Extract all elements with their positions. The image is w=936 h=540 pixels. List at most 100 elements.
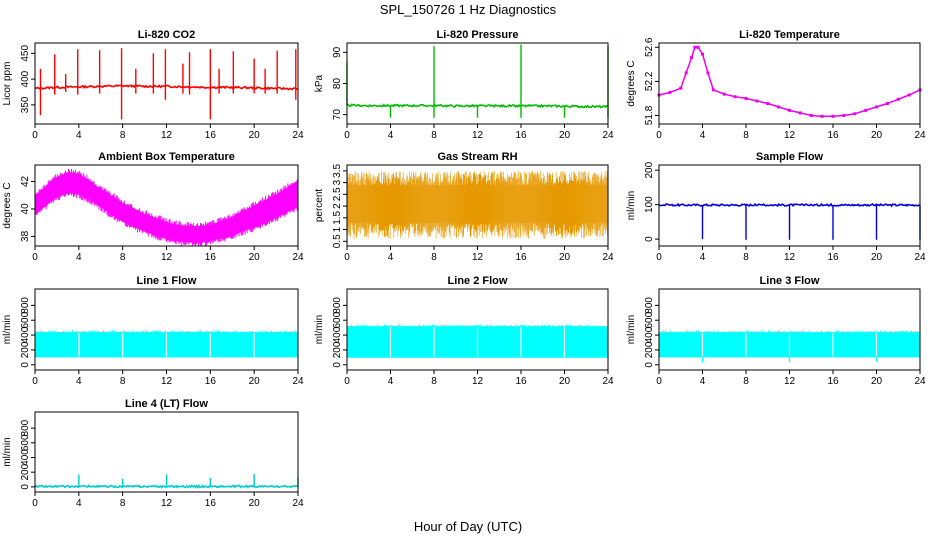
y-tick-label: 3 bbox=[332, 179, 343, 185]
x-tick-label: 20 bbox=[249, 252, 261, 263]
data-point bbox=[755, 99, 759, 103]
y-tick-label: 51.8 bbox=[644, 105, 655, 125]
plot-frame bbox=[346, 288, 609, 371]
y-tick-label: 80 bbox=[332, 78, 343, 90]
x-tick-label: 0 bbox=[32, 376, 38, 387]
x-tick-label: 24 bbox=[914, 376, 926, 387]
plot-frame bbox=[346, 164, 609, 247]
x-tick-label: 20 bbox=[559, 252, 571, 263]
x-tick-label: 20 bbox=[249, 130, 261, 141]
x-tick-label: 24 bbox=[292, 498, 304, 509]
x-tick-label: 12 bbox=[161, 376, 173, 387]
x-tick-label: 8 bbox=[120, 376, 126, 387]
plot-frame bbox=[658, 164, 921, 247]
data-point bbox=[766, 102, 770, 106]
x-tick-label: 12 bbox=[161, 252, 173, 263]
panel-sample_flow: Sample Flow ml/min 0 4 8 12 16 20 24 0 100 200 bbox=[626, 151, 926, 263]
panel-title: Gas Stream RH bbox=[437, 151, 517, 163]
data-point bbox=[696, 45, 700, 49]
panel-rh: Gas Stream RH percent 0 4 8 12 16 20 24 0.5 1 1.52 2… bbox=[314, 151, 614, 263]
y-tick-label: 600 bbox=[332, 311, 343, 328]
y-tick-label: 100 bbox=[644, 196, 655, 213]
data-point bbox=[744, 96, 748, 100]
x-tick-label: 8 bbox=[431, 252, 437, 263]
y-tick-label: 400 bbox=[20, 326, 31, 343]
plot-frame bbox=[34, 164, 299, 247]
y-tick-label: 2.5 bbox=[332, 187, 343, 201]
x-tick-label: 24 bbox=[292, 252, 304, 263]
y-tick-label: 42 bbox=[20, 175, 31, 187]
y-axis-label: ml/min bbox=[626, 191, 637, 220]
y-tick-label: 200 bbox=[20, 463, 31, 480]
panel-title: Line 4 (LT) Flow bbox=[125, 398, 208, 410]
data-point bbox=[693, 45, 697, 49]
y-tick-label: 200 bbox=[332, 341, 343, 358]
x-tick-label: 12 bbox=[161, 130, 173, 141]
y-tick-label: 600 bbox=[20, 311, 31, 328]
panel-title: Ambient Box Temperature bbox=[98, 151, 235, 163]
y-tick-label: 1.5 bbox=[332, 210, 343, 224]
data-point bbox=[788, 108, 791, 112]
x-tick-label: 24 bbox=[602, 130, 614, 141]
y-tick-label: 200 bbox=[644, 161, 655, 178]
panel-title: Line 2 Flow bbox=[448, 275, 508, 287]
data-point bbox=[831, 114, 835, 118]
data-point bbox=[885, 102, 889, 106]
y-tick-label: 1 bbox=[332, 226, 343, 232]
panel-licor_temp: Li-820 Temperature degrees C 0 4 8 12 16 20 24 51… bbox=[626, 29, 926, 141]
y-tick-label: 0.5 bbox=[332, 234, 343, 248]
data-point bbox=[668, 90, 672, 94]
x-tick-label: 0 bbox=[344, 252, 350, 263]
x-tick-label: 8 bbox=[431, 376, 437, 387]
data-point bbox=[701, 52, 704, 56]
y-tick-label: 0 bbox=[644, 236, 655, 242]
y-tick-label: 0 bbox=[332, 362, 343, 368]
x-tick-label: 20 bbox=[249, 498, 261, 509]
x-tick-label: 24 bbox=[602, 252, 614, 263]
plot-frame bbox=[34, 42, 299, 125]
x-tick-label: 12 bbox=[784, 376, 796, 387]
x-tick-label: 12 bbox=[161, 498, 173, 509]
x-tick-label: 8 bbox=[743, 376, 749, 387]
x-tick-label: 4 bbox=[388, 130, 394, 141]
plot-frame bbox=[658, 42, 921, 125]
figure-x-axis-label: Hour of Day (UTC) bbox=[414, 519, 522, 534]
panel-line4: Line 4 (LT) Flow ml/min 0 4 8 12 16 20 24 0 200400… bbox=[2, 398, 304, 509]
data-point bbox=[706, 71, 710, 75]
plot-frame bbox=[346, 42, 609, 125]
series-line bbox=[34, 484, 299, 489]
x-tick-label: 16 bbox=[205, 252, 217, 263]
x-tick-label: 0 bbox=[32, 130, 38, 141]
data-point bbox=[842, 113, 846, 117]
x-tick-label: 4 bbox=[388, 376, 394, 387]
x-tick-label: 24 bbox=[914, 130, 926, 141]
panel-title: Li-820 CO2 bbox=[138, 29, 195, 41]
data-point bbox=[690, 55, 694, 59]
data-point bbox=[733, 95, 737, 99]
x-tick-label: 12 bbox=[472, 130, 484, 141]
figure-title: SPL_150726 1 Hz Diagnostics bbox=[380, 2, 557, 17]
x-tick-label: 20 bbox=[871, 376, 883, 387]
y-tick-label: 450 bbox=[20, 45, 31, 62]
x-tick-label: 4 bbox=[76, 498, 82, 509]
y-axis-label: ml/min bbox=[2, 437, 13, 466]
x-tick-label: 4 bbox=[76, 130, 82, 141]
y-tick-label: 400 bbox=[20, 70, 31, 87]
x-tick-label: 12 bbox=[784, 130, 796, 141]
x-tick-label: 0 bbox=[656, 130, 662, 141]
data-point bbox=[722, 92, 726, 96]
panel-line1: Line 1 Flow ml/min 0 4 8 12 16 20 24 0 20040060080… bbox=[2, 275, 304, 387]
y-tick-label: 52.2 bbox=[644, 71, 655, 91]
y-tick-label: 52.6 bbox=[644, 37, 655, 57]
x-tick-label: 8 bbox=[743, 130, 749, 141]
data-point bbox=[711, 88, 715, 92]
x-tick-label: 0 bbox=[656, 376, 662, 387]
x-tick-label: 4 bbox=[76, 376, 82, 387]
panel-title: Li-820 Pressure bbox=[437, 29, 519, 41]
data-point bbox=[896, 97, 900, 101]
plot-frame bbox=[34, 411, 299, 493]
y-tick-label: 70 bbox=[332, 109, 343, 121]
data-point bbox=[684, 71, 688, 75]
series-line bbox=[658, 46, 921, 118]
data-point bbox=[777, 105, 781, 109]
